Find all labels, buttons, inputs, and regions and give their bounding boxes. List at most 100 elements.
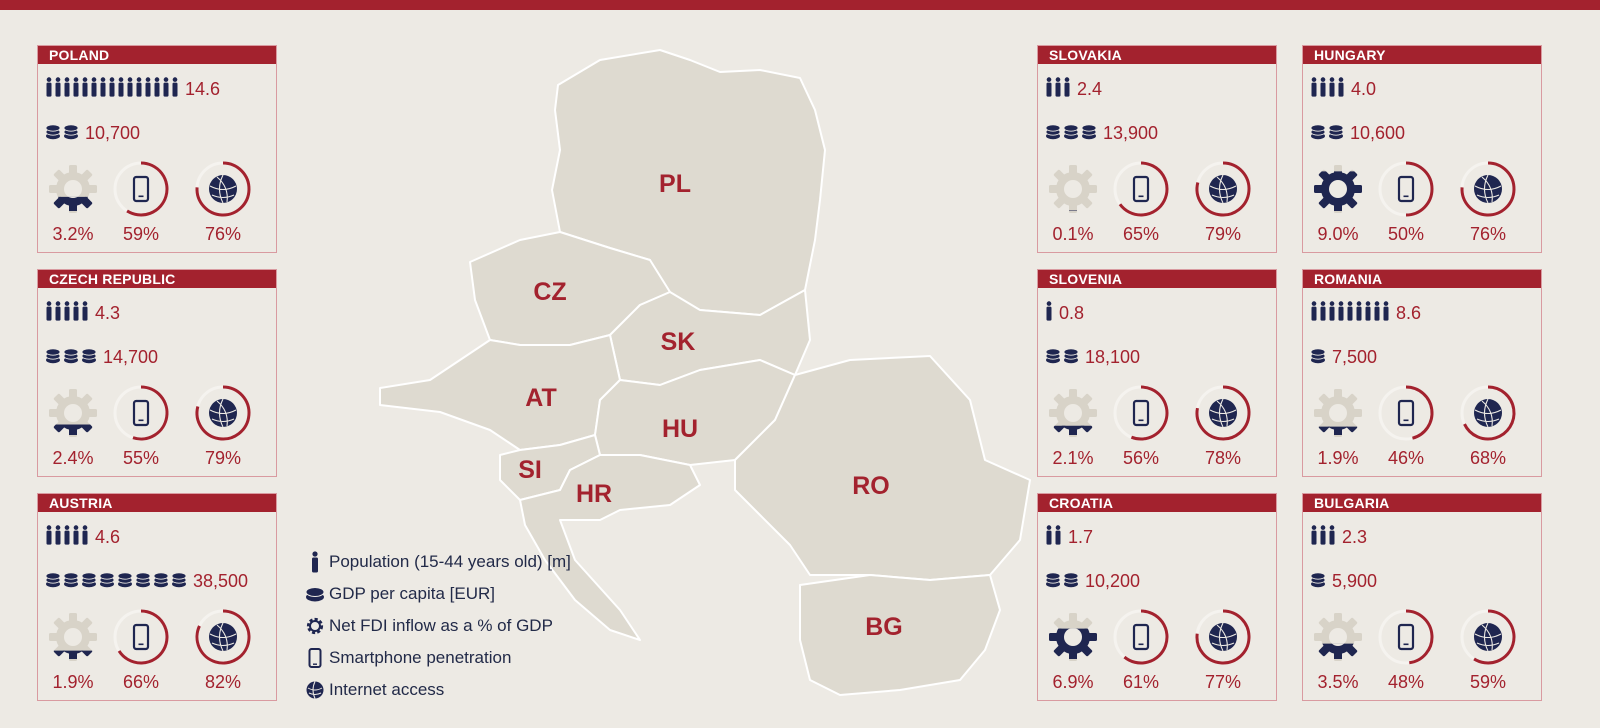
person-icon (1328, 525, 1336, 550)
legend-internet: Internet access (302, 674, 571, 706)
coin-icon (63, 122, 79, 145)
fdi-value: 2.4% (52, 448, 94, 468)
person-icon (63, 301, 71, 326)
fdi-value: 6.9% (1052, 672, 1094, 692)
coin-icon (45, 346, 61, 369)
person-icon (1045, 77, 1053, 102)
person-icon (1373, 301, 1381, 326)
coin-icon (63, 346, 79, 369)
legend-population: Population (15-44 years old) [m] (302, 546, 571, 578)
person-icon (302, 551, 328, 573)
map-label-at: AT (525, 384, 556, 412)
person-icon (1337, 301, 1345, 326)
gdp-value: 10,600 (1350, 123, 1406, 143)
internet-value: 76% (204, 224, 242, 244)
internet-value: 59% (1469, 672, 1507, 692)
population-value: 8.6 (1396, 303, 1422, 323)
legend-smartphone: Smartphone penetration (302, 642, 571, 674)
country-card-romania: ROMANIA 8.6 7,500 1.9% 46% 68% (1302, 269, 1542, 477)
population-icons (1045, 525, 1062, 550)
population-row: 2.4 (1045, 77, 1102, 102)
legend-fdi-label: Net FDI inflow as a % of GDP (329, 616, 553, 635)
country-name: SLOVENIA (1038, 270, 1276, 288)
smartphone-gauge (1111, 159, 1171, 219)
population-icons (1045, 77, 1071, 102)
legend-population-label: Population (15-44 years old) [m] (329, 552, 571, 571)
legend-internet-label: Internet access (329, 680, 445, 699)
internet-value: 77% (1204, 672, 1242, 692)
person-icon (1337, 77, 1345, 102)
smartphone-gauge (1376, 159, 1436, 219)
gdp-icons (45, 122, 79, 145)
coin-icon (45, 570, 61, 593)
country-card-slovenia: SLOVENIA 0.8 18,100 2.1% 56% 78% (1037, 269, 1277, 477)
fdi-gear-gauge (1308, 607, 1368, 667)
coin-icon (171, 570, 187, 593)
country-card-croatia: CROATIA 1.7 10,200 6.9% 61% 77% (1037, 493, 1277, 701)
smartphone-value: 50% (1387, 224, 1425, 244)
region-hr (519, 454, 701, 641)
coin-icon (1063, 346, 1079, 369)
legend-gdp: GDP per capita [EUR] (302, 578, 571, 610)
country-name: CROATIA (1038, 494, 1276, 512)
population-row: 4.3 (45, 301, 120, 326)
map-label-si: SI (518, 456, 542, 484)
internet-value: 78% (1204, 448, 1242, 468)
person-icon (153, 77, 161, 102)
coin-icon (1045, 122, 1061, 145)
country-card-austria: AUSTRIA 4.6 38,500 1.9% 66% 82% (37, 493, 277, 701)
map-label-cz: CZ (533, 278, 566, 306)
internet-gauge (1458, 159, 1518, 219)
gdp-value: 7,500 (1332, 347, 1378, 367)
gdp-row: 10,700 (45, 122, 140, 145)
person-icon (1310, 525, 1318, 550)
gdp-value: 5,900 (1332, 571, 1378, 591)
person-icon (1310, 77, 1318, 102)
coin-icon (153, 570, 169, 593)
person-icon (1319, 525, 1327, 550)
population-value: 0.8 (1059, 303, 1085, 323)
internet-gauge (1458, 383, 1518, 443)
fdi-gear-gauge (1043, 383, 1103, 443)
internet-value: 76% (1469, 224, 1507, 244)
person-icon (54, 525, 62, 550)
fdi-value: 1.9% (1317, 448, 1359, 468)
person-icon (63, 525, 71, 550)
region-pl (551, 49, 826, 316)
fdi-value: 9.0% (1317, 224, 1359, 244)
person-icon (72, 77, 80, 102)
population-row: 8.6 (1310, 301, 1421, 326)
fdi-value: 2.1% (1052, 448, 1094, 468)
smartphone-value: 48% (1387, 672, 1425, 692)
coin-icon (1045, 570, 1061, 593)
person-icon (135, 77, 143, 102)
gdp-row: 5,900 (1310, 570, 1377, 593)
smartphone-icon (302, 648, 328, 668)
population-row: 1.7 (1045, 525, 1093, 550)
fdi-gear-gauge (1308, 383, 1368, 443)
country-card-bulgaria: BULGARIA 2.3 5,900 3.5% 48% 59% (1302, 493, 1542, 701)
person-icon (1045, 525, 1053, 550)
gdp-row: 14,700 (45, 346, 158, 369)
gdp-row: 10,600 (1310, 122, 1405, 145)
person-icon (81, 525, 89, 550)
population-icons (1045, 301, 1053, 326)
person-icon (81, 301, 89, 326)
person-icon (72, 525, 80, 550)
smartphone-gauge (1111, 607, 1171, 667)
coin-icon (1310, 346, 1326, 369)
fdi-gear-gauge (1043, 159, 1103, 219)
coin-icon (1063, 122, 1079, 145)
smartphone-value: 61% (1122, 672, 1160, 692)
gdp-icons (1045, 122, 1097, 145)
coin-icon (1045, 346, 1061, 369)
population-icons (45, 301, 89, 326)
map-label-sk: SK (661, 328, 696, 356)
coin-icon (45, 122, 61, 145)
person-icon (1355, 301, 1363, 326)
internet-value: 68% (1469, 448, 1507, 468)
smartphone-gauge (1376, 607, 1436, 667)
person-icon (45, 301, 53, 326)
internet-gauge (193, 383, 253, 443)
gdp-value: 38,500 (193, 571, 249, 591)
